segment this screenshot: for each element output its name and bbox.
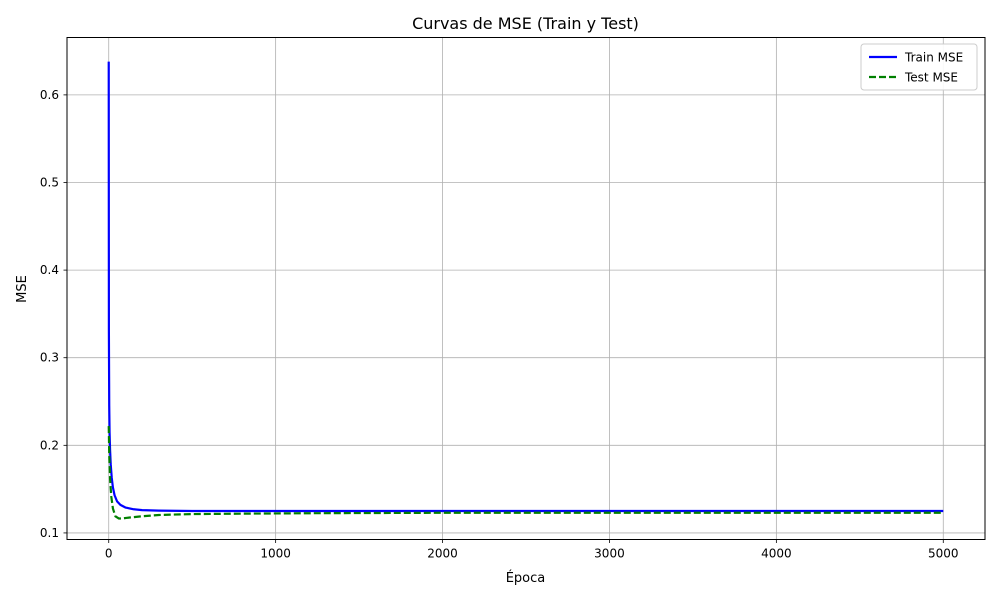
x-tick-label: 2000 — [427, 547, 458, 561]
x-tick-label: 0 — [105, 547, 113, 561]
series-line-test-mse — [107, 426, 944, 520]
x-tick-label: 1000 — [260, 547, 291, 561]
y-tick-label: 0.2 — [40, 438, 59, 452]
series-layer — [107, 61, 944, 520]
legend-box — [860, 43, 978, 91]
series-line-train-mse — [107, 61, 944, 513]
x-tick-label: 5000 — [928, 547, 959, 561]
y-axis-ticks: 0.1 0.2 0.3 0.4 0.5 0.6 — [40, 88, 67, 540]
x-tick-label: 4000 — [761, 547, 792, 561]
x-tick-label: 3000 — [594, 547, 625, 561]
plot-frame — [66, 37, 986, 540]
chart-title: Curvas de MSE (Train y Test) — [412, 14, 639, 33]
y-tick-label: 0.5 — [40, 175, 59, 189]
y-tick-label: 0.6 — [40, 88, 59, 102]
y-tick-label: 0.1 — [40, 526, 59, 540]
y-axis-label: MSE — [15, 275, 30, 303]
legend-label: Train MSE — [904, 51, 963, 65]
x-axis-ticks: 0 1000 2000 3000 4000 5000 — [105, 539, 959, 561]
y-tick-label: 0.4 — [40, 263, 59, 277]
legend: Train MSE Test MSE — [860, 43, 978, 91]
y-tick-label: 0.3 — [40, 351, 59, 365]
grid-lines — [67, 37, 985, 540]
legend-label: Test MSE — [904, 71, 958, 85]
x-axis-label: Época — [506, 570, 546, 586]
